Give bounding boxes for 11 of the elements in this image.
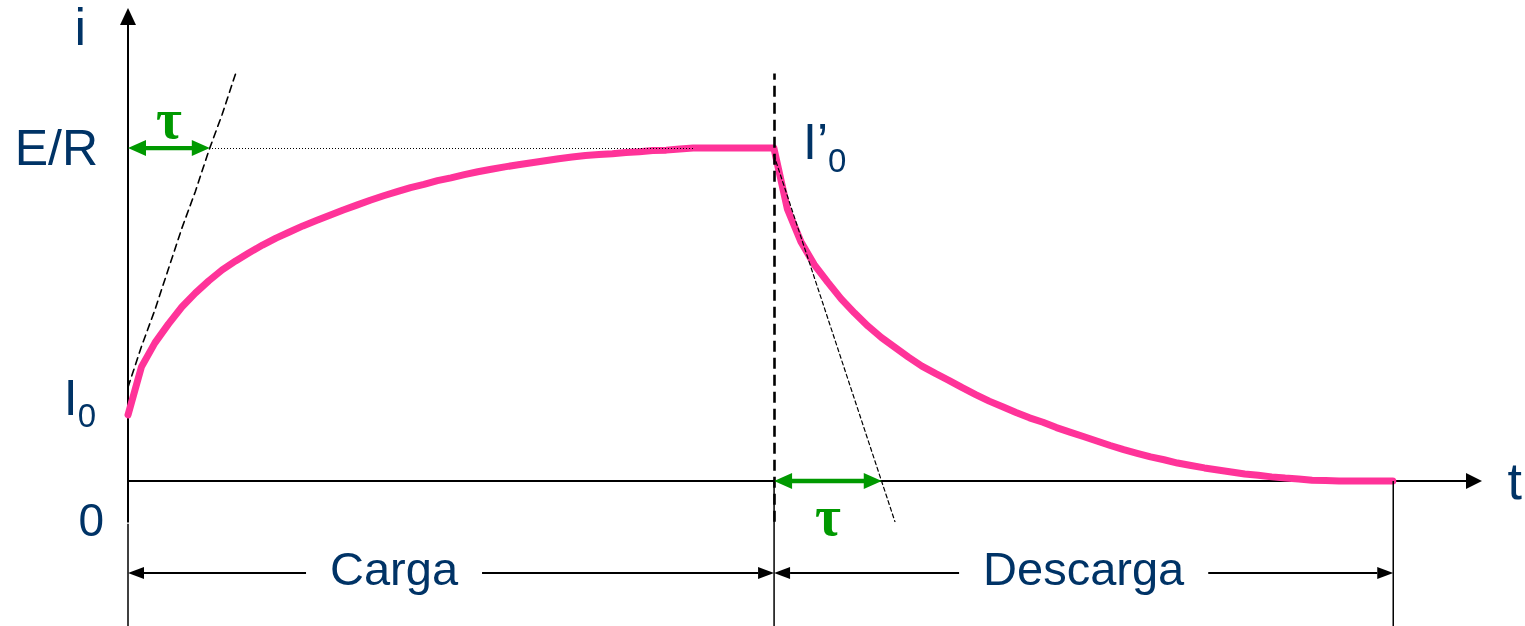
annotation: τ [815,484,842,547]
text: I’ [803,114,829,171]
y-axis-title: i [74,0,86,56]
text: 0 [78,493,104,546]
text: Descarga [983,542,1186,595]
x-axis-title: t [1507,451,1523,510]
text: Carga [330,542,459,595]
annotation: τ [156,88,182,151]
text: I$_{0}$ [63,369,96,434]
ref-line-label: E/R [14,120,98,177]
annotation: 0 [828,142,847,180]
